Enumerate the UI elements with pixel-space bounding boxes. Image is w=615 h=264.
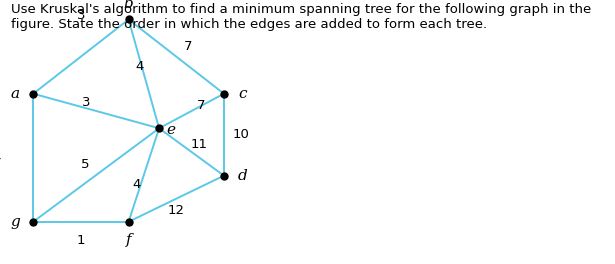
Text: 11: 11 [191, 138, 208, 152]
Text: 3: 3 [82, 96, 91, 109]
Text: g: g [10, 215, 20, 229]
Text: f: f [126, 233, 132, 247]
Text: c: c [238, 87, 247, 101]
Text: 4: 4 [132, 178, 140, 191]
Text: 4: 4 [0, 151, 1, 164]
Text: d: d [237, 169, 247, 183]
Text: 4: 4 [136, 60, 145, 73]
Text: Use Kruskal's algorithm to find a minimum spanning tree for the following graph : Use Kruskal's algorithm to find a minimu… [11, 3, 591, 31]
Text: 1: 1 [77, 234, 85, 247]
Text: 7: 7 [183, 40, 192, 53]
Text: e: e [167, 122, 176, 136]
Text: a: a [10, 87, 20, 101]
Text: 12: 12 [168, 204, 184, 217]
Text: b: b [124, 0, 133, 11]
Text: 5: 5 [81, 158, 89, 171]
Text: 7: 7 [197, 99, 205, 112]
Text: 10: 10 [232, 128, 250, 141]
Text: 3: 3 [77, 9, 85, 22]
